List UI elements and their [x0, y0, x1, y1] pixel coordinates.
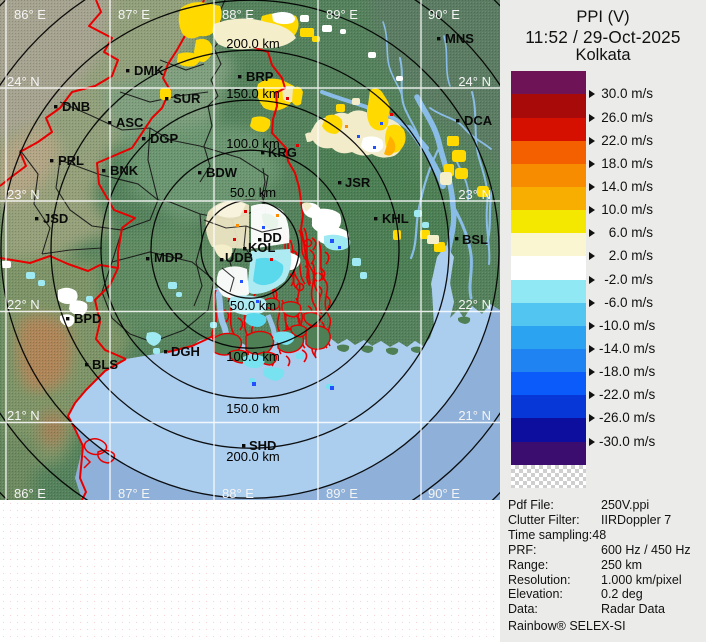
svg-text:50.0 km: 50.0 km: [230, 185, 276, 200]
svg-text:22° N: 22° N: [7, 297, 40, 312]
svg-text:88° E: 88° E: [222, 7, 254, 22]
svg-text:BRP: BRP: [246, 69, 274, 84]
svg-text:BNK: BNK: [110, 163, 139, 178]
svg-text:DGH: DGH: [171, 344, 200, 359]
svg-text:DCA: DCA: [464, 113, 493, 128]
svg-text:DMK: DMK: [134, 63, 164, 78]
svg-text:22° N: 22° N: [458, 297, 491, 312]
svg-text:MDP: MDP: [154, 250, 183, 265]
svg-text:87° E: 87° E: [118, 7, 150, 22]
svg-text:BSL: BSL: [462, 232, 488, 247]
svg-text:KHL: KHL: [382, 211, 409, 226]
svg-text:150.0 km: 150.0 km: [226, 401, 279, 416]
svg-text:89° E: 89° E: [326, 7, 358, 22]
svg-text:200.0 km: 200.0 km: [226, 36, 279, 51]
svg-text:BDW: BDW: [206, 165, 238, 180]
svg-text:100.0 km: 100.0 km: [226, 136, 279, 151]
svg-text:SHD: SHD: [249, 438, 276, 453]
svg-text:200.0 km: 200.0 km: [226, 449, 279, 464]
svg-text:23° N: 23° N: [458, 187, 491, 202]
svg-text:SUR: SUR: [173, 91, 201, 106]
svg-text:DNB: DNB: [62, 99, 90, 114]
svg-text:DGP: DGP: [150, 131, 179, 146]
svg-text:86° E: 86° E: [14, 486, 46, 500]
svg-text:50.0 km: 50.0 km: [230, 298, 276, 313]
svg-text:ASC: ASC: [116, 115, 144, 130]
svg-text:89° E: 89° E: [326, 486, 358, 500]
svg-text:KOL: KOL: [248, 240, 276, 255]
svg-text:PRL: PRL: [58, 153, 84, 168]
svg-text:23° N: 23° N: [7, 187, 40, 202]
svg-text:MNS: MNS: [445, 31, 474, 46]
svg-text:21° N: 21° N: [7, 408, 40, 423]
svg-text:88° E: 88° E: [222, 486, 254, 500]
svg-text:86° E: 86° E: [14, 7, 46, 22]
svg-text:JSD: JSD: [43, 211, 68, 226]
svg-text:21° N: 21° N: [458, 408, 491, 423]
svg-text:DD: DD: [263, 230, 282, 245]
svg-text:90° E: 90° E: [428, 486, 460, 500]
svg-text:JSR: JSR: [345, 175, 371, 190]
svg-text:BLS: BLS: [92, 357, 118, 372]
svg-text:24° N: 24° N: [7, 74, 40, 89]
svg-text:BPD: BPD: [74, 311, 101, 326]
svg-text:KRG: KRG: [268, 145, 297, 160]
svg-text:100.0 km: 100.0 km: [226, 349, 279, 364]
svg-text:87° E: 87° E: [118, 486, 150, 500]
svg-text:150.0 km: 150.0 km: [226, 86, 279, 101]
svg-text:90° E: 90° E: [428, 7, 460, 22]
svg-text:24° N: 24° N: [458, 74, 491, 89]
svg-text:UDB: UDB: [225, 250, 253, 265]
